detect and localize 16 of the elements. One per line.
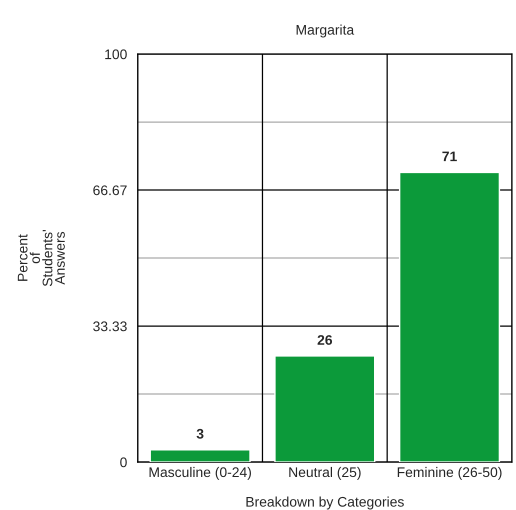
bar — [150, 449, 251, 462]
data-label: 3 — [196, 428, 204, 439]
y-tick-label: 100 — [105, 49, 127, 60]
y-tick-label: 66.67 — [93, 185, 127, 196]
y-tick-label: 33.33 — [93, 321, 127, 332]
bar — [274, 355, 376, 462]
x-tick-label: Feminine (26-50) — [398, 466, 502, 480]
y-axis-title: Percent of Students' Answers — [18, 230, 65, 286]
chart-title: Margarita — [296, 24, 354, 38]
data-label: 26 — [318, 335, 332, 345]
x-tick-label: Neutral (25) — [289, 466, 361, 480]
y-tick-label: 0 — [120, 457, 127, 468]
x-tick-label: Masculine (0-24) — [150, 466, 251, 480]
data-label: 71 — [442, 152, 457, 162]
x-axis-title: Breakdown by Categories — [246, 496, 404, 510]
bar — [398, 172, 500, 462]
